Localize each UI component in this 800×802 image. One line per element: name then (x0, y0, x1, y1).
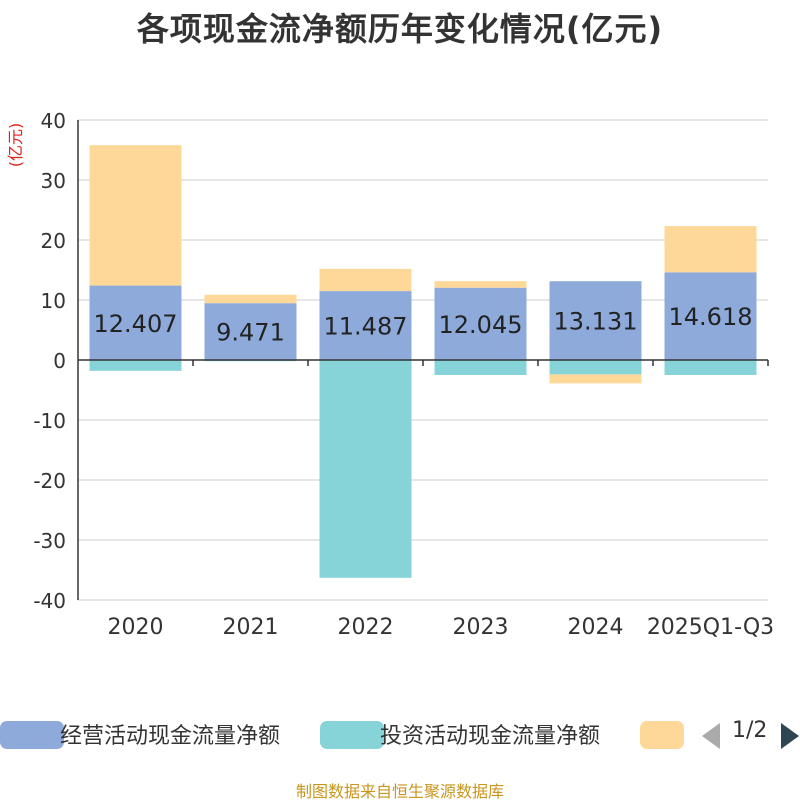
bar-investing (549, 360, 642, 375)
bar-operating (319, 291, 412, 360)
chart-svg: (亿元) 40 30 20 10 0 -10 -20 -30 -40 2020 2021 2022 20… (6, 109, 774, 640)
bar-data-label: 14.618 (669, 303, 753, 331)
bar-financing (89, 145, 182, 286)
bar-operating (434, 287, 527, 360)
bar-operating (204, 303, 297, 360)
bar-financing (434, 281, 527, 288)
x-tick-label: 2021 (223, 615, 279, 640)
y-tick-label: 40 (41, 109, 66, 133)
y-tick-label: -10 (33, 409, 66, 433)
triangle-right-icon[interactable] (781, 723, 799, 749)
x-tick-label: 2024 (568, 615, 624, 640)
bar-operating (549, 281, 642, 360)
bar-operating (664, 272, 757, 360)
chart-title: 各项现金流净额历年变化情况(亿元) (136, 10, 664, 48)
bar-investing (89, 360, 182, 371)
bar-data-label: 9.471 (216, 319, 285, 347)
legend: 经营活动现金流量净额 投资活动现金流量净额 1/2 (0, 716, 800, 752)
y-tick-label: 0 (53, 349, 66, 373)
y-tick-label: -30 (33, 529, 66, 553)
triangle-left-icon[interactable] (702, 723, 720, 749)
legend-label-investing: 投资活动现金流量净额 (380, 724, 601, 749)
y-tick-label: -20 (33, 469, 66, 493)
y-tick-label: 20 (41, 229, 66, 253)
y-tick-label: 10 (41, 289, 66, 313)
bar-financing (204, 294, 297, 304)
bar-operating (89, 285, 182, 360)
bar-financing (549, 374, 642, 384)
bar-data-label: 11.487 (324, 313, 408, 341)
data-source-note: 制图数据来自恒生聚源数据库 (295, 782, 504, 801)
x-tick-label: 2022 (338, 615, 394, 640)
legend-page-indicator: 1/2 (732, 718, 768, 743)
y-tick-label: 30 (41, 169, 66, 193)
legend-label-operating: 经营活动现金流量净额 (60, 724, 281, 749)
x-tick-label: 2025Q1-Q3 (647, 615, 774, 640)
bar-financing (664, 226, 757, 273)
bar-data-label: 12.045 (439, 311, 523, 339)
legend-swatch-operating (0, 721, 64, 749)
bar-data-label: 12.407 (94, 310, 178, 338)
bar-investing (319, 360, 412, 578)
bar-investing (434, 360, 527, 375)
y-tick-label: -40 (33, 589, 66, 613)
y-axis-label: (亿元) (6, 123, 25, 168)
bar-financing (319, 268, 412, 292)
x-tick-label: 2020 (108, 615, 164, 640)
bar-data-label: 13.131 (554, 308, 638, 336)
bar-investing (664, 360, 757, 375)
legend-swatch-financing (640, 721, 684, 749)
x-tick-label: 2023 (453, 615, 509, 640)
legend-swatch-investing (320, 721, 384, 749)
